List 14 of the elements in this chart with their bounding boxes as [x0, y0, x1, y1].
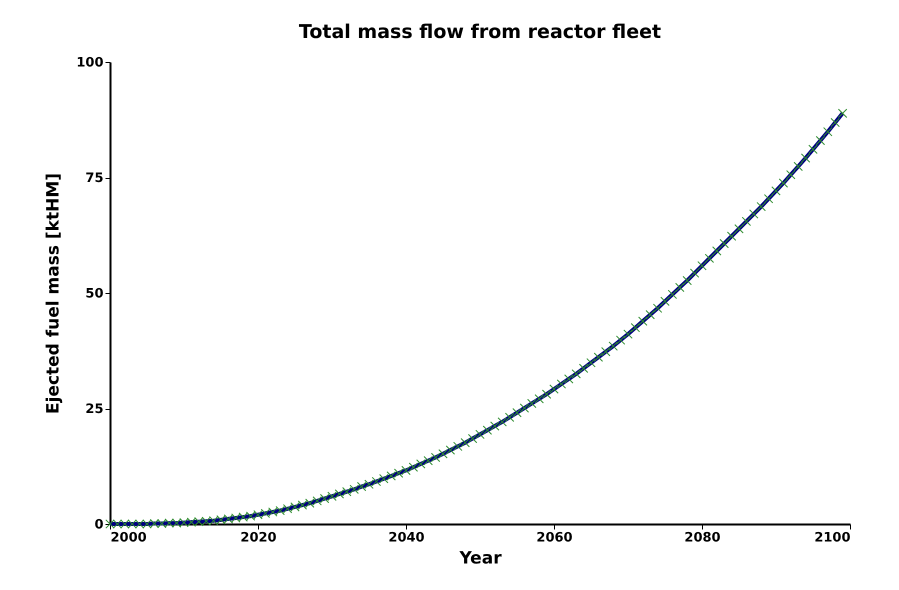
- x-tick-label: 2060: [536, 530, 573, 546]
- y-tick-label: 25: [85, 402, 104, 417]
- x-tick-label: 2100: [814, 530, 850, 546]
- x-tick-label: 2020: [240, 530, 277, 546]
- x-tick-label: 2000: [110, 530, 147, 546]
- y-axis-title: Ejected fuel mass [ktHM]: [43, 172, 64, 414]
- y-tick-label: 0: [94, 518, 104, 532]
- x-tick-label: 2040: [388, 530, 425, 546]
- y-tick-label: 50: [85, 286, 104, 302]
- x-axis-title: Year: [458, 548, 502, 568]
- x-tick-label: 2080: [684, 530, 721, 546]
- chart-title: Total mass flow from reactor fleet: [298, 21, 662, 43]
- y-tick-label: 100: [76, 56, 104, 70]
- y-tick-label: 75: [85, 171, 104, 186]
